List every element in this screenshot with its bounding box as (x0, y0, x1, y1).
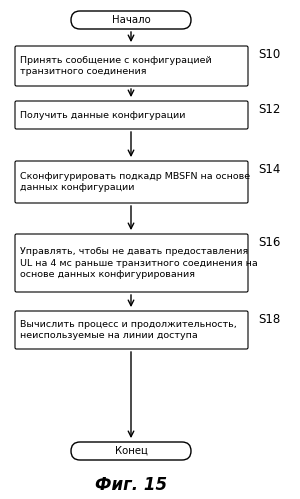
Text: Вычислить процесс и продолжительность,
неиспользуемые на линии доступа: Вычислить процесс и продолжительность, н… (20, 320, 237, 340)
FancyBboxPatch shape (15, 234, 248, 292)
Text: S14: S14 (258, 163, 280, 176)
Text: S10: S10 (258, 48, 280, 61)
FancyBboxPatch shape (71, 11, 191, 29)
FancyBboxPatch shape (15, 101, 248, 129)
Text: Конец: Конец (115, 446, 147, 456)
Text: Получить данные конфигурации: Получить данные конфигурации (20, 110, 185, 119)
FancyBboxPatch shape (15, 161, 248, 203)
Text: S12: S12 (258, 103, 280, 116)
FancyBboxPatch shape (15, 46, 248, 86)
Text: Принять сообщение с конфигурацией
транзитного соединения: Принять сообщение с конфигурацией транзи… (20, 56, 212, 76)
Text: S18: S18 (258, 313, 280, 326)
Text: Фиг. 15: Фиг. 15 (95, 476, 167, 494)
Text: Сконфигурировать подкадр MBSFN на основе
данных конфигурации: Сконфигурировать подкадр MBSFN на основе… (20, 172, 250, 192)
Text: Управлять, чтобы не давать предоставления
UL на 4 мс раньше транзитного соединен: Управлять, чтобы не давать предоставлени… (20, 247, 258, 279)
Text: Начало: Начало (112, 15, 150, 25)
FancyBboxPatch shape (71, 442, 191, 460)
FancyBboxPatch shape (15, 311, 248, 349)
Text: S16: S16 (258, 236, 280, 249)
